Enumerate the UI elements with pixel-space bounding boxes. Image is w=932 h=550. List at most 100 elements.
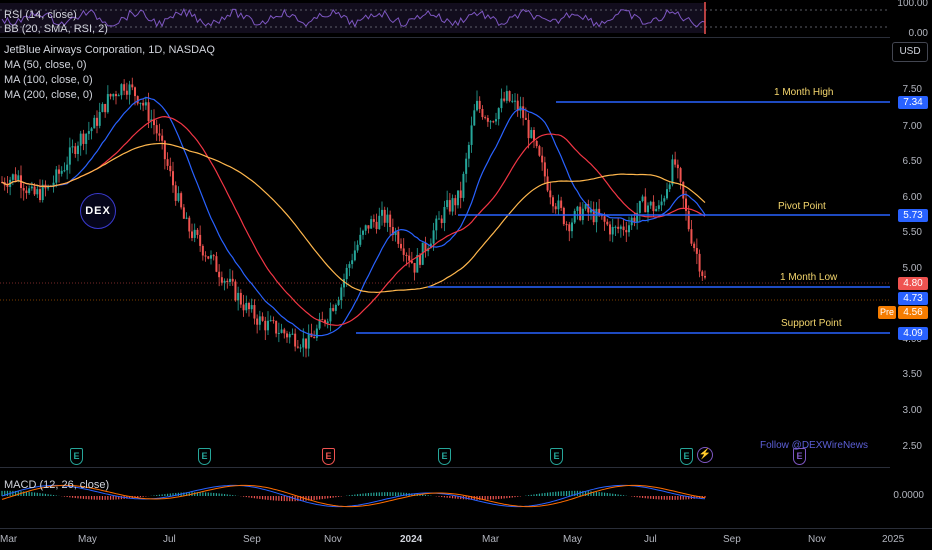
- macd-histogram-bar: [533, 494, 535, 496]
- macd-histogram-bar: [69, 496, 71, 498]
- macd-histogram-bar: [153, 495, 155, 496]
- candle-body: [682, 181, 685, 199]
- macd-histogram-bar: [400, 492, 402, 496]
- earnings-icon[interactable]: E: [550, 448, 563, 465]
- candle-body: [405, 254, 408, 256]
- macd-histogram-bar: [641, 496, 644, 498]
- ma200-legend[interactable]: MA (200, close, 0): [4, 89, 93, 101]
- macd-histogram-bar: [655, 496, 657, 500]
- candle-body: [272, 320, 275, 322]
- earnings-icon[interactable]: E: [793, 448, 806, 465]
- macd-histogram-bar: [156, 495, 158, 496]
- y-tick: 3.00: [902, 405, 922, 416]
- candle-body: [625, 230, 628, 233]
- candle-body: [628, 225, 630, 233]
- macd-histogram-bar: [318, 496, 321, 500]
- candle-body: [269, 320, 272, 322]
- candle-body: [218, 271, 221, 278]
- candle-body: [364, 225, 367, 231]
- candle-body: [277, 332, 280, 334]
- ma50-legend[interactable]: MA (50, close, 0): [4, 59, 87, 71]
- candle-body: [136, 96, 139, 104]
- candle-body: [204, 255, 207, 257]
- macd-histogram-bar: [549, 492, 551, 496]
- candle-body: [687, 210, 690, 230]
- macd-histogram-bar: [142, 496, 144, 497]
- time-tick: Sep: [243, 534, 261, 545]
- candle-body: [193, 229, 196, 238]
- macd-histogram-bar: [175, 492, 177, 496]
- macd-histogram-bar: [47, 494, 49, 496]
- earnings-icon[interactable]: E: [680, 448, 693, 465]
- macd-histogram-bar: [164, 494, 166, 496]
- price-pane[interactable]: JetBlue Airways Corporation, 1D, NASDAQ …: [0, 38, 932, 466]
- candle-body: [419, 254, 421, 265]
- candle-body: [215, 256, 218, 272]
- macd-histogram-bar: [267, 496, 269, 500]
- time-tick: Mar: [0, 534, 18, 545]
- candle-body: [389, 214, 392, 228]
- candle-body: [408, 255, 411, 261]
- earnings-icon[interactable]: E: [198, 448, 211, 465]
- candle-body: [223, 280, 226, 283]
- macd-pane[interactable]: MACD (12, 26, close) 0.0000: [0, 468, 932, 528]
- time-axis[interactable]: Mar May Jul Sep Nov 2024 Mar May Jul Sep…: [0, 528, 932, 550]
- candle-body: [220, 277, 223, 283]
- candle-body: [334, 304, 337, 311]
- month-high-price-tag: 7.34: [898, 96, 928, 109]
- earnings-icon[interactable]: E: [322, 448, 335, 465]
- macd-histogram-bar: [688, 496, 690, 500]
- candle-body: [253, 305, 256, 319]
- candle-body: [33, 186, 36, 195]
- candle-body: [307, 333, 310, 349]
- candle-body: [652, 201, 655, 212]
- macd-histogram-bar: [80, 496, 82, 499]
- macd-histogram-bar: [669, 496, 671, 500]
- symbol-title[interactable]: JetBlue Airways Corporation, 1D, NASDAQ: [4, 44, 215, 56]
- ma100-legend[interactable]: MA (100, close, 0): [4, 74, 93, 86]
- macd-histogram-bar: [386, 492, 389, 496]
- candle-body: [315, 328, 318, 338]
- candle-body: [587, 204, 590, 213]
- macd-histogram-bar: [172, 493, 174, 496]
- macd-histogram-bar: [446, 496, 448, 498]
- candle-body: [117, 95, 120, 97]
- candle-body: [134, 87, 136, 97]
- y-tick: 5.00: [902, 263, 922, 274]
- candle-body: [348, 264, 351, 268]
- candle-body: [467, 144, 470, 159]
- currency-button[interactable]: USD: [892, 42, 928, 62]
- macd-histogram-bar: [199, 492, 201, 496]
- earnings-icon[interactable]: E: [70, 448, 83, 465]
- macd-histogram-bar: [636, 496, 638, 498]
- candle-body: [326, 321, 329, 324]
- dividend-lightning-icon[interactable]: ⚡: [697, 447, 713, 463]
- candle-body: [554, 206, 557, 210]
- rsi-axis-bottom: 0.00: [908, 28, 928, 39]
- macd-histogram-bar: [74, 496, 76, 499]
- macd-histogram-bar: [546, 492, 549, 496]
- macd-histogram-bar: [289, 496, 291, 502]
- bb-legend[interactable]: BB (20, SMA, RSI, 2): [4, 23, 108, 35]
- time-tick: Mar: [482, 534, 500, 545]
- macd-histogram-bar: [614, 494, 617, 496]
- macd-histogram-bar: [115, 496, 117, 500]
- rsi-legend[interactable]: RSI (14, close): [4, 9, 77, 21]
- price-chart[interactable]: [0, 38, 890, 466]
- candle-body: [440, 218, 443, 223]
- macd-legend[interactable]: MACD (12, 26, close): [4, 479, 110, 491]
- candle-body: [647, 205, 649, 213]
- macd-histogram-bar: [245, 496, 247, 498]
- rsi-pane[interactable]: RSI (14, close) BB (20, SMA, RSI, 2) 100…: [0, 0, 932, 39]
- macd-histogram-bar: [595, 491, 598, 496]
- candle-body: [188, 217, 191, 232]
- macd-histogram-bar: [622, 495, 625, 496]
- candle-body: [685, 198, 687, 211]
- candle-body: [294, 333, 297, 347]
- earnings-icon[interactable]: E: [438, 448, 451, 465]
- candle-body: [296, 346, 299, 348]
- macd-histogram-bar: [278, 496, 280, 501]
- candle-body: [144, 102, 147, 106]
- candle-body: [60, 170, 63, 174]
- candle-body: [112, 94, 115, 97]
